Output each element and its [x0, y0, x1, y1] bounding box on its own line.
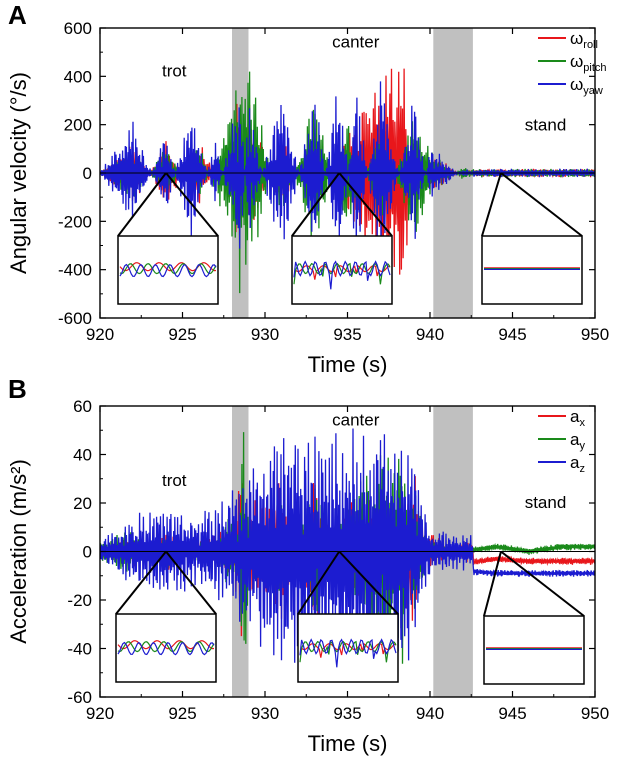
zoom-connector: [500, 550, 585, 617]
legend-subscript: pitch: [583, 62, 606, 74]
x-tick-label: 945: [498, 704, 526, 723]
legend-entry: az: [570, 453, 585, 475]
zoom-connector: [338, 550, 399, 615]
x-tick-label: 945: [498, 325, 526, 344]
x-tick-label: 920: [86, 325, 114, 344]
zoom-connector: [500, 172, 583, 237]
region-label-trot: trot: [162, 61, 187, 80]
inset-line: [293, 260, 391, 290]
y-axis-title: Angular velocity (°/s): [6, 72, 31, 274]
legend-base: a: [570, 430, 580, 449]
region-label-stand: stand: [525, 493, 567, 512]
region-label-stand: stand: [525, 116, 567, 135]
signal-group: [100, 428, 595, 670]
panel-letter: A: [8, 0, 27, 30]
panel-a: A 920 925 930 935 940 945 950 -600 -400 -200 0 200 40…: [6, 0, 609, 377]
legend-base: ω: [570, 75, 583, 94]
zoom-connector: [165, 172, 219, 237]
legend-entry: ax: [570, 407, 585, 429]
x-tick-label: 920: [86, 704, 114, 723]
y-tick-label: 0: [83, 543, 92, 562]
legend-entry: ωpitch: [570, 52, 607, 74]
y-tick-label: 40: [73, 446, 92, 465]
x-tick-label: 950: [581, 704, 609, 723]
legend-entry: ωroll: [570, 29, 598, 51]
zoom-connector: [297, 550, 341, 615]
x-tick-label: 925: [168, 325, 196, 344]
y-tick-label: -40: [67, 640, 92, 659]
x-axis-title: Time (s): [308, 731, 388, 756]
y-tick-label: -600: [58, 309, 92, 328]
y-tick-label: -200: [58, 212, 92, 231]
x-tick-label: 935: [333, 325, 361, 344]
y-tick-label: 600: [64, 19, 92, 38]
zoom-connector: [117, 172, 167, 237]
y-tick-label: 60: [73, 397, 92, 416]
legend-subscript: y: [579, 440, 585, 452]
panel-letter: B: [8, 374, 27, 404]
x-tick-label: 940: [416, 325, 444, 344]
x-tick-label: 950: [581, 325, 609, 344]
x-tick-label: 925: [168, 704, 196, 723]
legend-subscript: roll: [583, 39, 598, 51]
region-label-trot: trot: [162, 471, 187, 490]
legend-base: ω: [570, 52, 583, 71]
y-tick-label: 400: [64, 67, 92, 86]
panel-b: B 920 925 930 935 940 945 950 -60 -40 -20 0 20 40 60 Ti…: [6, 374, 609, 756]
inset-line: [119, 263, 217, 278]
legend-entry: ωyaw: [570, 75, 603, 97]
x-tick-label: 940: [416, 704, 444, 723]
zoom-connector: [481, 172, 502, 237]
x-axis-title: Time (s): [308, 352, 388, 377]
legend-subscript: x: [579, 417, 585, 429]
inset-line: [299, 638, 397, 668]
legend-base: a: [570, 407, 580, 426]
region-label-canter: canter: [332, 410, 380, 429]
inset-line: [117, 641, 215, 653]
region-label-canter: canter: [332, 32, 380, 51]
y-tick-label: 20: [73, 494, 92, 513]
legend-subscript: z: [579, 463, 585, 475]
zoom-connector: [338, 172, 393, 237]
y-tick-label: -400: [58, 261, 92, 280]
series-line-yaw: [100, 81, 595, 264]
zoom-connector: [115, 550, 167, 615]
x-tick-label: 930: [251, 325, 279, 344]
inset-line: [117, 641, 215, 656]
x-tick-label: 930: [251, 704, 279, 723]
inset-line: [119, 263, 217, 275]
y-tick-label: 200: [64, 116, 92, 135]
y-tick-label: -20: [67, 591, 92, 610]
y-tick-label: -60: [67, 688, 92, 707]
y-tick-label: 0: [83, 164, 92, 183]
y-axis-title: Acceleration (m/s²): [6, 459, 31, 644]
x-tick-label: 935: [333, 704, 361, 723]
series-line-az: [100, 428, 595, 670]
legend-subscript: yaw: [583, 85, 603, 97]
legend-base: a: [570, 453, 580, 472]
zoom-connector: [165, 550, 217, 615]
legend-base: ω: [570, 29, 583, 48]
zoom-connector: [483, 551, 502, 617]
zoom-connector: [291, 172, 341, 237]
legend-entry: ay: [570, 430, 585, 452]
